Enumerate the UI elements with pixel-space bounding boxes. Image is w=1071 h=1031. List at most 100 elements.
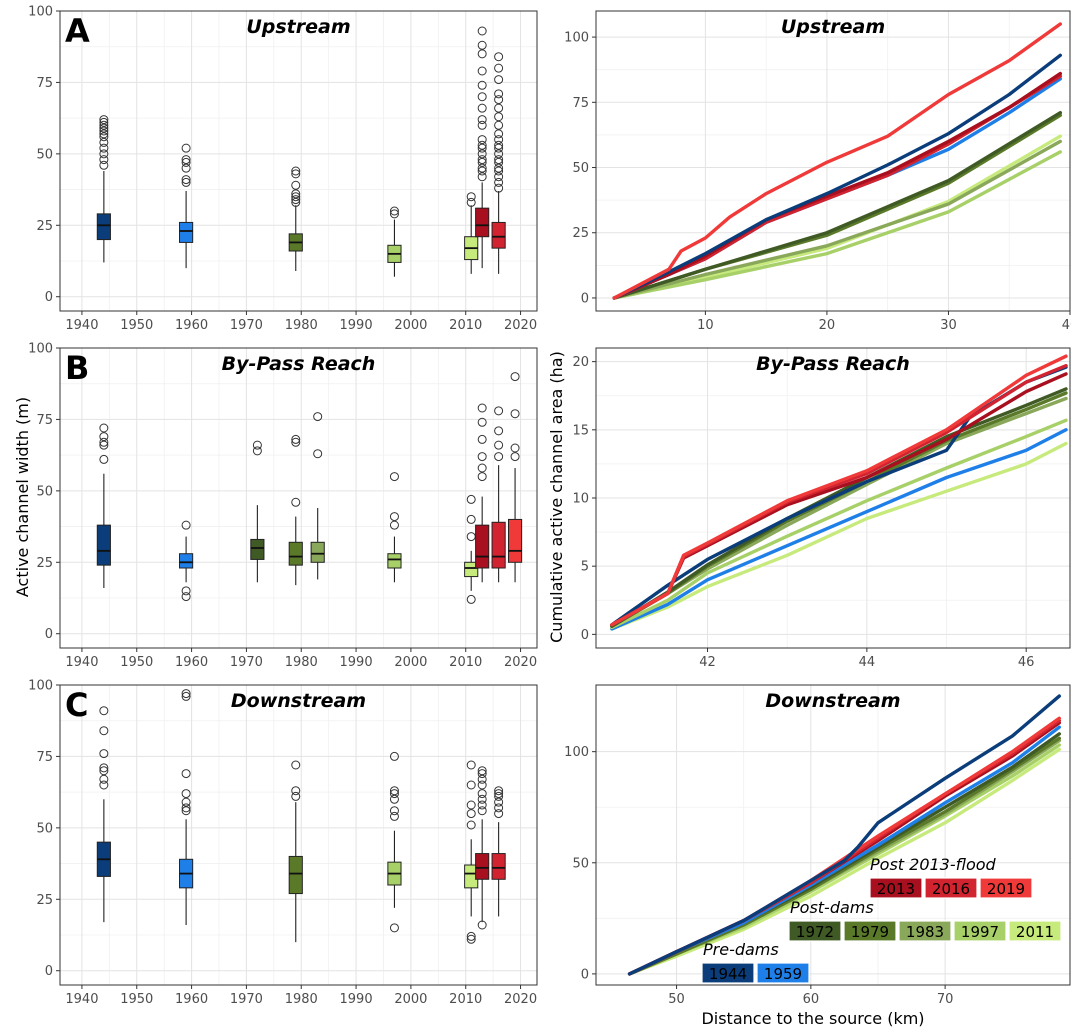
x-tick-label: 1970 [230,992,263,1007]
box-2013 [475,26,490,269]
legend-swatch-1972 [788,920,842,942]
legend-label-1959: 1959 [764,965,802,983]
y-tick-label: 75 [572,96,589,111]
outlier-point [99,774,109,784]
legend-swatch-2016 [924,877,978,899]
panel-b: 1940 1950 1960 1970 1980 1990 2000 2010 2020 0 25 5… [28,342,538,670]
outlier-point [181,769,191,779]
outlier-point [494,440,504,450]
series-line-1997 [610,418,1068,630]
outlier-point [99,129,109,139]
outlier-point [510,443,520,453]
legend-group-2: Pre-dams 1944 1959 [701,940,810,984]
y-axis-left-label: Active channel width (m) [13,397,32,597]
legend-swatch-1944 [701,962,755,984]
panel-letter: B [65,349,89,387]
panel-border [59,10,538,312]
outlier-point [466,494,476,504]
outlier-point [494,103,504,113]
outlier-point [477,789,487,799]
x-tick-label: 2020 [504,992,537,1007]
outlier-point [181,806,191,816]
x-tick-label: 46 [1018,655,1035,670]
outlier-point [99,149,109,159]
panel-border [59,684,538,986]
series-line-2019 [610,354,1068,627]
box-body [475,207,490,238]
outlier-point [99,132,109,142]
outlier-point [99,706,109,716]
outlier-point [181,155,191,165]
outlier-point [466,514,476,524]
series-line-1959 [610,428,1068,631]
outlier-point [477,434,487,444]
x-tick-label: 44 [859,655,876,670]
x-tick-label: 1960 [175,655,208,670]
outlier-point [466,197,476,207]
outlier-point [99,160,109,170]
box-2011 [464,494,479,604]
outlier-point [477,417,487,427]
legend-group-title: Post 2013-flood [870,855,997,874]
legend-group-title: Pre-dams [703,940,779,959]
y-tick-label: 0 [45,627,53,642]
y-tick-label: 50 [572,856,589,871]
box-1959 [179,689,194,925]
outlier-point [99,432,109,442]
box-1997 [387,472,402,583]
box-body [179,221,194,243]
y-tick-label: 50 [36,821,53,836]
outlier-point [181,592,191,602]
outlier-point [477,463,487,473]
y-tick-label: 25 [36,219,53,234]
outlier-point [313,449,323,459]
box-1944 [96,423,111,588]
box-1959 [179,143,194,269]
plot-area [610,354,1068,631]
outlier-point [291,197,301,207]
series-line-2011 [627,747,1061,976]
x-tick-label: 1940 [65,655,98,670]
legend-label-1979: 1979 [851,923,889,941]
outlier-point [477,155,487,165]
box-body [179,553,194,569]
panel-title: Downstream [231,690,366,712]
box-body [491,221,506,249]
outlier-point [466,780,476,790]
outlier-point [477,806,487,816]
y-tick-label: 0 [581,628,589,643]
legend-swatch-2019 [979,877,1033,899]
outlier-point [99,155,109,165]
outlier-point [494,140,504,150]
outlier-point [494,803,504,813]
x-tick-label: 1970 [230,655,263,670]
box-body [464,561,479,578]
series-line-1972 [612,111,1062,300]
outlier-point [99,454,109,464]
outlier-point [291,497,301,507]
outlier-point [99,763,109,773]
outlier-point [181,143,191,153]
outlier-point [99,749,109,759]
y-axis-right-label: Cumulative active channel area (ha) [547,351,566,643]
series-line-1979 [627,736,1061,976]
outlier-point [466,931,476,941]
panel-border [595,684,1071,986]
outlier-point [99,766,109,776]
outlier-point [99,123,109,133]
legend: Post 2013-flood 2013 2016 2019 Post-dams 1972… [701,855,1062,984]
x-tick-label: 30 [940,318,957,333]
box-1979 [288,166,303,271]
legend-swatch-1979 [843,920,897,942]
box-2013 [475,403,490,583]
outlier-point [494,95,504,105]
panel-a: 1940 1950 1960 1970 1980 1990 2000 2010 2020 0 25 5… [28,5,538,333]
series-line-1944 [612,53,1062,300]
x-tick-label: 1980 [285,318,318,333]
legend-label-2013: 2013 [877,880,915,898]
outlier-point [466,800,476,810]
x-tick-label: 42 [699,655,716,670]
outlier-point [477,92,487,102]
outlier-point [466,809,476,819]
